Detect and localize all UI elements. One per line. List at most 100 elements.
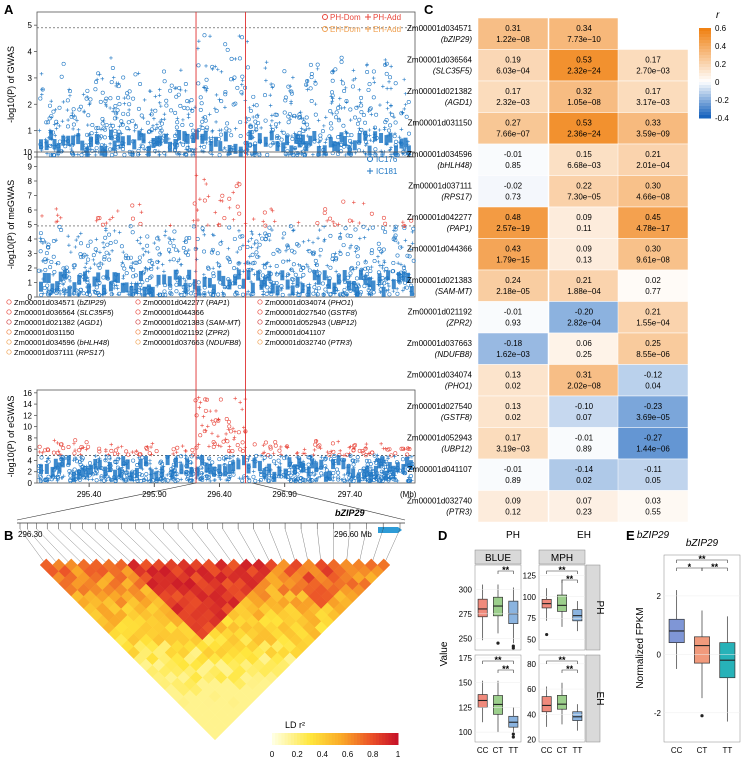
- data-point: [409, 218, 414, 223]
- r-legend-swatch: [699, 46, 711, 50]
- data-point: [162, 112, 167, 117]
- data-point-band: [125, 459, 130, 470]
- data-point: [122, 96, 127, 100]
- data-point: [403, 471, 408, 476]
- data-point: [307, 249, 312, 254]
- data-point-band: [263, 136, 268, 147]
- snp-connector: [317, 528, 322, 566]
- data-point: [279, 445, 283, 449]
- data-point: [255, 254, 260, 259]
- data-point: [203, 408, 208, 413]
- data-point: [104, 96, 109, 101]
- data-point: [403, 102, 408, 107]
- data-point: [295, 472, 300, 477]
- data-point: [408, 474, 413, 479]
- data-point: [181, 142, 186, 147]
- data-point-band: [280, 270, 285, 281]
- data-point: [254, 250, 259, 255]
- heatmap-cell: [477, 301, 549, 334]
- data-point: [286, 84, 291, 89]
- data-point: [402, 77, 406, 82]
- data-point: [201, 115, 205, 120]
- data-point: [304, 262, 309, 267]
- data-point: [243, 85, 248, 90]
- cell-r-label: -0.14: [575, 465, 594, 474]
- r-legend-swatch: [699, 64, 711, 68]
- data-point: [411, 258, 416, 263]
- data-point: [263, 440, 268, 445]
- data-point-band: [267, 270, 272, 281]
- data-point: [47, 103, 52, 108]
- data-point: [302, 447, 307, 452]
- ld-legend-swatch: [379, 733, 383, 745]
- data-point: [333, 251, 338, 256]
- data-point: [193, 398, 198, 403]
- data-point-band: [117, 467, 122, 478]
- data-point: [262, 93, 267, 98]
- data-point: [312, 285, 317, 290]
- data-point: [403, 238, 408, 243]
- sig-bracket: [561, 669, 578, 673]
- data-point: [369, 265, 374, 269]
- data-point: [331, 69, 335, 74]
- data-point-band: [173, 139, 178, 150]
- row-gene-name: (PAP1): [447, 224, 473, 233]
- data-point: [184, 236, 189, 241]
- data-point: [245, 65, 250, 70]
- row-gene-id: Zm00001d044366: [407, 245, 472, 254]
- heatmap-cell: [617, 301, 689, 334]
- box: [508, 600, 519, 624]
- data-point: [387, 447, 392, 452]
- data-point: [138, 82, 143, 87]
- data-point: [261, 443, 266, 447]
- data-point: [147, 129, 152, 134]
- data-point: [284, 152, 288, 157]
- data-point: [81, 445, 86, 450]
- data-point-band: [373, 465, 378, 476]
- data-point: [194, 246, 199, 251]
- data-point: [206, 475, 211, 480]
- data-point: [331, 449, 336, 454]
- data-point: [248, 142, 253, 147]
- snp-connector: [237, 528, 259, 566]
- data-point-band: [386, 270, 391, 281]
- data-point: [168, 240, 173, 245]
- cell-r-label: -0.27: [644, 434, 663, 443]
- data-point: [38, 96, 43, 101]
- data-point: [138, 241, 142, 246]
- data-point: [330, 253, 335, 258]
- data-point: [202, 85, 207, 90]
- data-point: [377, 246, 382, 251]
- data-point: [84, 96, 89, 101]
- data-point: [186, 144, 191, 149]
- data-point: [152, 116, 156, 121]
- data-point: [85, 275, 90, 280]
- data-point: [201, 414, 206, 419]
- data-point-band: [358, 269, 363, 280]
- data-point: [126, 256, 131, 261]
- y-axis-label: Normalized FPKM: [635, 607, 646, 688]
- data-point: [130, 450, 135, 454]
- data-point-band: [121, 456, 126, 467]
- data-point: [322, 293, 326, 297]
- y-tick-label: 0: [28, 153, 33, 162]
- data-point: [157, 149, 161, 154]
- data-point: [169, 108, 174, 113]
- data-point: [84, 440, 89, 445]
- cell-p-label: 0.02: [576, 476, 592, 485]
- data-point: [338, 142, 343, 147]
- data-point: [112, 283, 117, 288]
- gene-legend-label: Zm00001d021382 (AGD1): [14, 318, 103, 327]
- data-point: [61, 446, 66, 451]
- data-point: [96, 283, 101, 287]
- cell-p-label: 3.17e−03: [636, 98, 670, 107]
- data-point: [59, 74, 64, 79]
- data-point: [175, 143, 180, 148]
- data-point: [138, 221, 143, 226]
- data-point: [337, 103, 342, 108]
- cell-r-label: -0.02: [504, 182, 523, 191]
- facet-col-header: MPH: [551, 553, 573, 564]
- data-point: [316, 286, 321, 291]
- heatmap-cell: [617, 269, 689, 302]
- data-point-band: [101, 284, 106, 295]
